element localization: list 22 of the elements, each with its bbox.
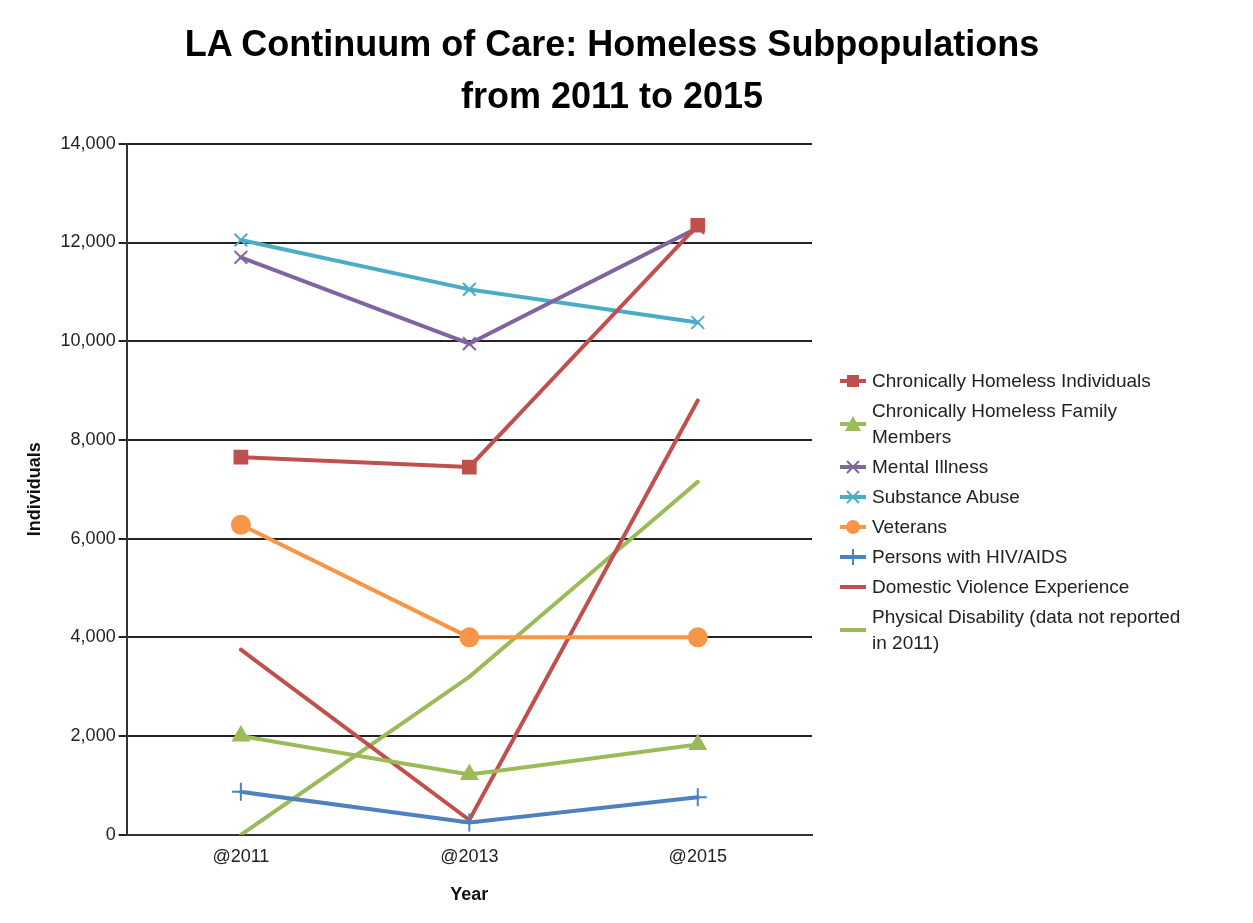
chart-title: LA Continuum of Care: Homeless Subpopulations from 2011 to 2015 [183, 22, 1041, 118]
y-tick-label: 14,000 [60, 132, 116, 153]
y-tick-label: 2,000 [70, 725, 116, 746]
legend-label: Veterans [872, 515, 947, 539]
x-tick-label: @2015 [668, 845, 727, 866]
y-tick-label: 10,000 [60, 330, 116, 351]
y-tick-label: 12,000 [60, 231, 116, 252]
legend-label: Substance Abuse [872, 485, 1020, 509]
x-axis-title: Year [450, 884, 489, 905]
legend-label: Domestic Violence Experience [872, 575, 1130, 599]
legend-label: Persons with HIV/AIDS [872, 545, 1068, 569]
y-tick-label: 6,000 [70, 527, 116, 548]
y-tick-label: 0 [105, 823, 116, 844]
y-tick-label: 4,000 [70, 626, 116, 647]
y-tick-label: 8,000 [70, 428, 116, 449]
x-tick-label: @2011 [212, 845, 270, 866]
x-tick-label: @2013 [440, 845, 499, 866]
legend-label: Chronically Homeless Family Members [872, 399, 1118, 449]
legend-label: Chronically Homeless Individuals [872, 369, 1151, 393]
legend-label: Physical Disability (data not reported in 2011) [872, 605, 1182, 655]
y-axis-title: Individuals [23, 442, 44, 537]
legend-label: Mental Illness [872, 455, 989, 479]
